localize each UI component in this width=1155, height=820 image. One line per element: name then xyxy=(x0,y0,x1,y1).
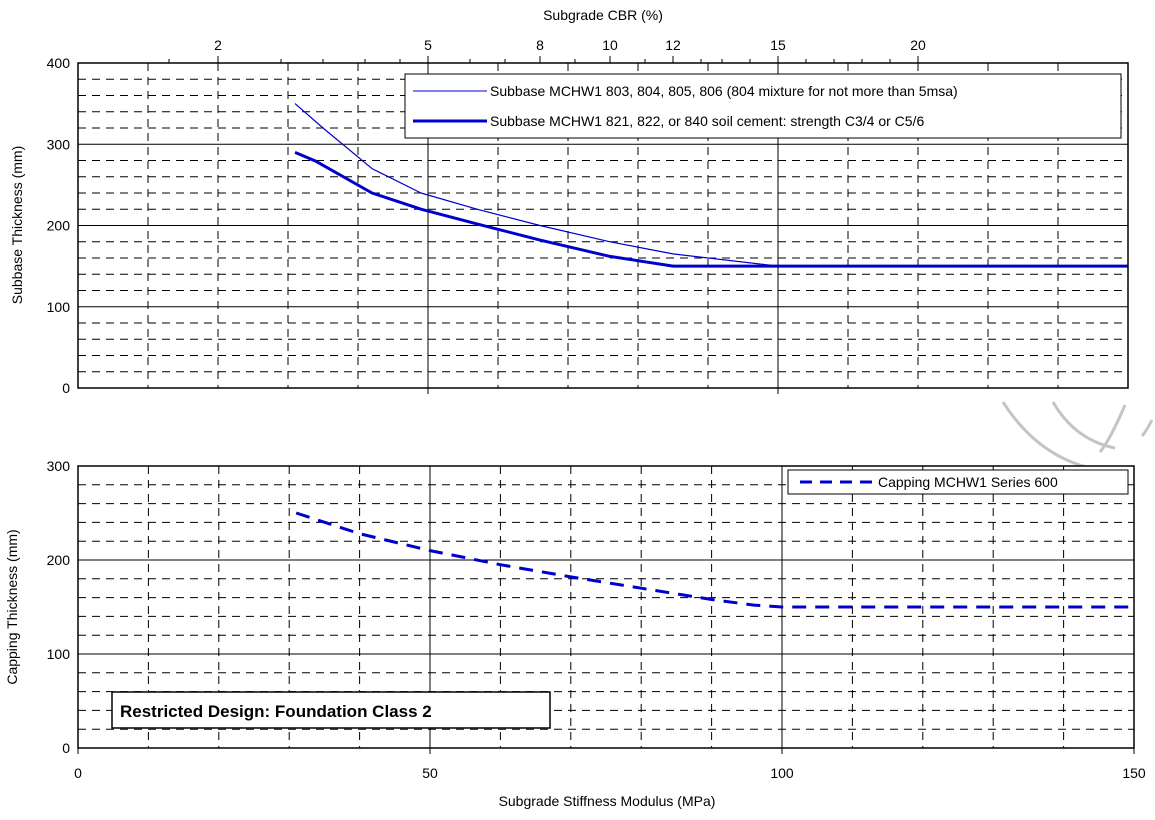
cbr-tick-label: 5 xyxy=(424,37,432,53)
x-tick-label: 50 xyxy=(422,765,438,781)
top-chart-legend: Subbase MCHW1 803, 804, 805, 806 (804 mi… xyxy=(404,73,1122,139)
top-chart-series xyxy=(294,103,1128,268)
bottom-chart-legend: Capping MCHW1 Series 600 xyxy=(787,469,1129,495)
bottom-chart-tick-labels: 0 100 200 300 0 50 100 150 xyxy=(47,458,1146,781)
bottom-y-tick-label: 0 xyxy=(62,740,70,756)
bottom-y-tick-label: 300 xyxy=(47,458,71,474)
x-axis-label: Subgrade Stiffness Modulus (MPa) xyxy=(499,793,716,809)
subbase-thickness-chart: 0 100 200 300 400 2 5 8 10 12 15 20 Subgrade CBR (%… xyxy=(9,7,1129,396)
series-line-subbase-821 xyxy=(294,151,1128,268)
cbr-tick-label: 8 xyxy=(536,37,544,53)
x-tick-label: 150 xyxy=(1122,765,1146,781)
series-line-capping xyxy=(295,511,1134,609)
top-y-tick-label: 200 xyxy=(47,218,71,234)
legend-label-subbase-803: Subbase MCHW1 803, 804, 805, 806 (804 mi… xyxy=(490,83,958,99)
cbr-tick-label: 10 xyxy=(602,37,618,53)
capping-thickness-chart: 0 100 200 300 0 50 100 150 Capping Thickness (m… xyxy=(4,458,1146,809)
top-y-tick-label: 0 xyxy=(62,380,70,396)
design-annotation-text: Restricted Design: Foundation Class 2 xyxy=(120,702,432,721)
cbr-tick-label: 12 xyxy=(665,37,681,53)
x-tick-label: 100 xyxy=(770,765,794,781)
cbr-tick-label: 20 xyxy=(910,37,926,53)
top-axis-label: Subgrade CBR (%) xyxy=(543,7,663,23)
top-y-tick-label: 100 xyxy=(47,299,71,315)
top-y-axis-label: Subbase Thickness (mm) xyxy=(9,146,25,304)
x-tick-label: 0 xyxy=(74,765,82,781)
bottom-y-tick-label: 100 xyxy=(47,646,71,662)
design-annotation-box: Restricted Design: Foundation Class 2 xyxy=(111,691,551,729)
top-chart-tick-labels: 0 100 200 300 400 2 5 8 10 12 15 20 xyxy=(47,37,926,396)
legend-label-subbase-821: Subbase MCHW1 821, 822, or 840 soil ceme… xyxy=(490,113,924,129)
bottom-y-axis-label: Capping Thickness (mm) xyxy=(4,529,20,684)
cbr-tick-label: 2 xyxy=(214,37,222,53)
top-y-tick-label: 400 xyxy=(47,55,71,71)
cbr-tick-label: 15 xyxy=(770,37,786,53)
bottom-plot-frame xyxy=(77,465,1135,749)
legend-label-capping: Capping MCHW1 Series 600 xyxy=(878,474,1058,490)
bottom-y-tick-label: 200 xyxy=(47,552,71,568)
top-y-tick-label: 300 xyxy=(47,136,71,152)
top-plot-frame xyxy=(77,62,1129,389)
bottom-chart-series xyxy=(295,511,1134,609)
series-line-subbase-803 xyxy=(294,103,1128,267)
